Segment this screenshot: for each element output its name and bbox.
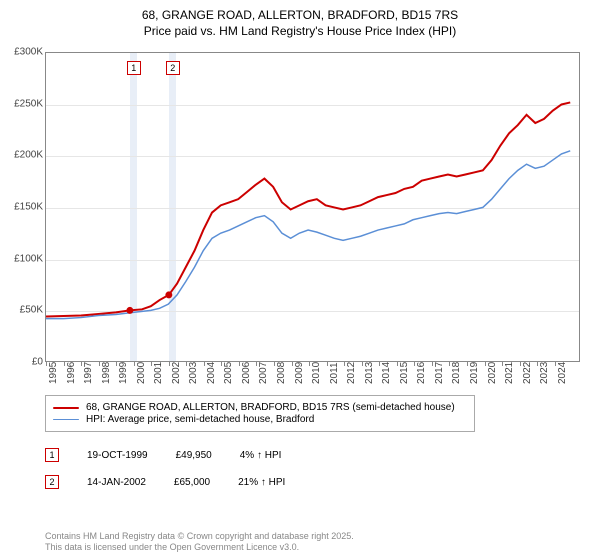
legend-row: 68, GRANGE ROAD, ALLERTON, BRADFORD, BD1… (53, 402, 467, 413)
chart-title: 68, GRANGE ROAD, ALLERTON, BRADFORD, BD1… (0, 0, 600, 41)
footer-line1: Contains HM Land Registry data © Crown c… (45, 531, 354, 543)
x-tick-label: 2018 (451, 362, 462, 384)
x-tick-label: 2004 (206, 362, 217, 384)
x-tick-label: 1995 (48, 362, 59, 384)
x-tick-label: 2006 (241, 362, 252, 384)
x-tick-label: 2011 (329, 362, 340, 384)
y-tick-label: £250K (14, 98, 43, 109)
legend-row: HPI: Average price, semi-detached house,… (53, 414, 467, 425)
x-tick-label: 2024 (557, 362, 568, 384)
x-tick-label: 2022 (522, 362, 533, 384)
transaction-date: 14-JAN-2002 (87, 477, 146, 488)
transaction-pct: 4% ↑ HPI (240, 450, 282, 461)
x-tick-label: 2005 (223, 362, 234, 384)
transaction-row: 1 19-OCT-1999 £49,950 4% ↑ HPI (45, 448, 281, 462)
legend: 68, GRANGE ROAD, ALLERTON, BRADFORD, BD1… (45, 395, 475, 432)
x-tick-label: 2010 (311, 362, 322, 384)
transaction-marker-icon: 2 (45, 475, 59, 489)
x-tick-label: 2012 (346, 362, 357, 384)
x-tick-label: 2021 (504, 362, 515, 384)
chart-marker: 1 (127, 61, 141, 75)
transaction-date: 19-OCT-1999 (87, 450, 148, 461)
transaction-row: 2 14-JAN-2002 £65,000 21% ↑ HPI (45, 475, 285, 489)
x-tick-label: 2000 (136, 362, 147, 384)
x-tick-label: 2023 (539, 362, 550, 384)
legend-swatch (53, 407, 79, 409)
footer-line2: This data is licensed under the Open Gov… (45, 542, 354, 554)
x-tick-label: 1999 (118, 362, 129, 384)
x-tick-label: 1998 (101, 362, 112, 384)
chart-plot-area: 12 (45, 52, 580, 362)
legend-label: HPI: Average price, semi-detached house,… (86, 414, 314, 425)
y-tick-label: £0 (32, 357, 43, 368)
x-tick-label: 2020 (487, 362, 498, 384)
x-tick-label: 2015 (399, 362, 410, 384)
x-tick-label: 2014 (381, 362, 392, 384)
y-tick-label: £100K (14, 253, 43, 264)
x-tick-label: 2009 (294, 362, 305, 384)
x-tick-label: 1997 (83, 362, 94, 384)
x-tick-label: 2013 (364, 362, 375, 384)
x-tick-label: 2017 (434, 362, 445, 384)
x-tick-label: 2001 (153, 362, 164, 384)
x-tick-label: 2016 (416, 362, 427, 384)
transaction-marker-icon: 1 (45, 448, 59, 462)
x-tick-label: 2002 (171, 362, 182, 384)
y-tick-label: £150K (14, 202, 43, 213)
x-tick-label: 2007 (258, 362, 269, 384)
series-line (46, 102, 570, 316)
x-tick-label: 2019 (469, 362, 480, 384)
title-line1: 68, GRANGE ROAD, ALLERTON, BRADFORD, BD1… (10, 8, 590, 24)
chart-marker: 2 (166, 61, 180, 75)
y-tick-label: £200K (14, 150, 43, 161)
transaction-price: £65,000 (174, 477, 210, 488)
transaction-price: £49,950 (176, 450, 212, 461)
footer: Contains HM Land Registry data © Crown c… (45, 531, 354, 554)
y-tick-label: £300K (14, 47, 43, 58)
chart-lines (46, 53, 579, 362)
x-tick-label: 2008 (276, 362, 287, 384)
x-tick-label: 2003 (188, 362, 199, 384)
legend-label: 68, GRANGE ROAD, ALLERTON, BRADFORD, BD1… (86, 402, 455, 413)
title-line2: Price paid vs. HM Land Registry's House … (10, 24, 590, 40)
transaction-pct: 21% ↑ HPI (238, 477, 285, 488)
series-line (46, 151, 570, 319)
y-tick-label: £50K (20, 305, 43, 316)
legend-swatch (53, 419, 79, 421)
x-tick-label: 1996 (66, 362, 77, 384)
